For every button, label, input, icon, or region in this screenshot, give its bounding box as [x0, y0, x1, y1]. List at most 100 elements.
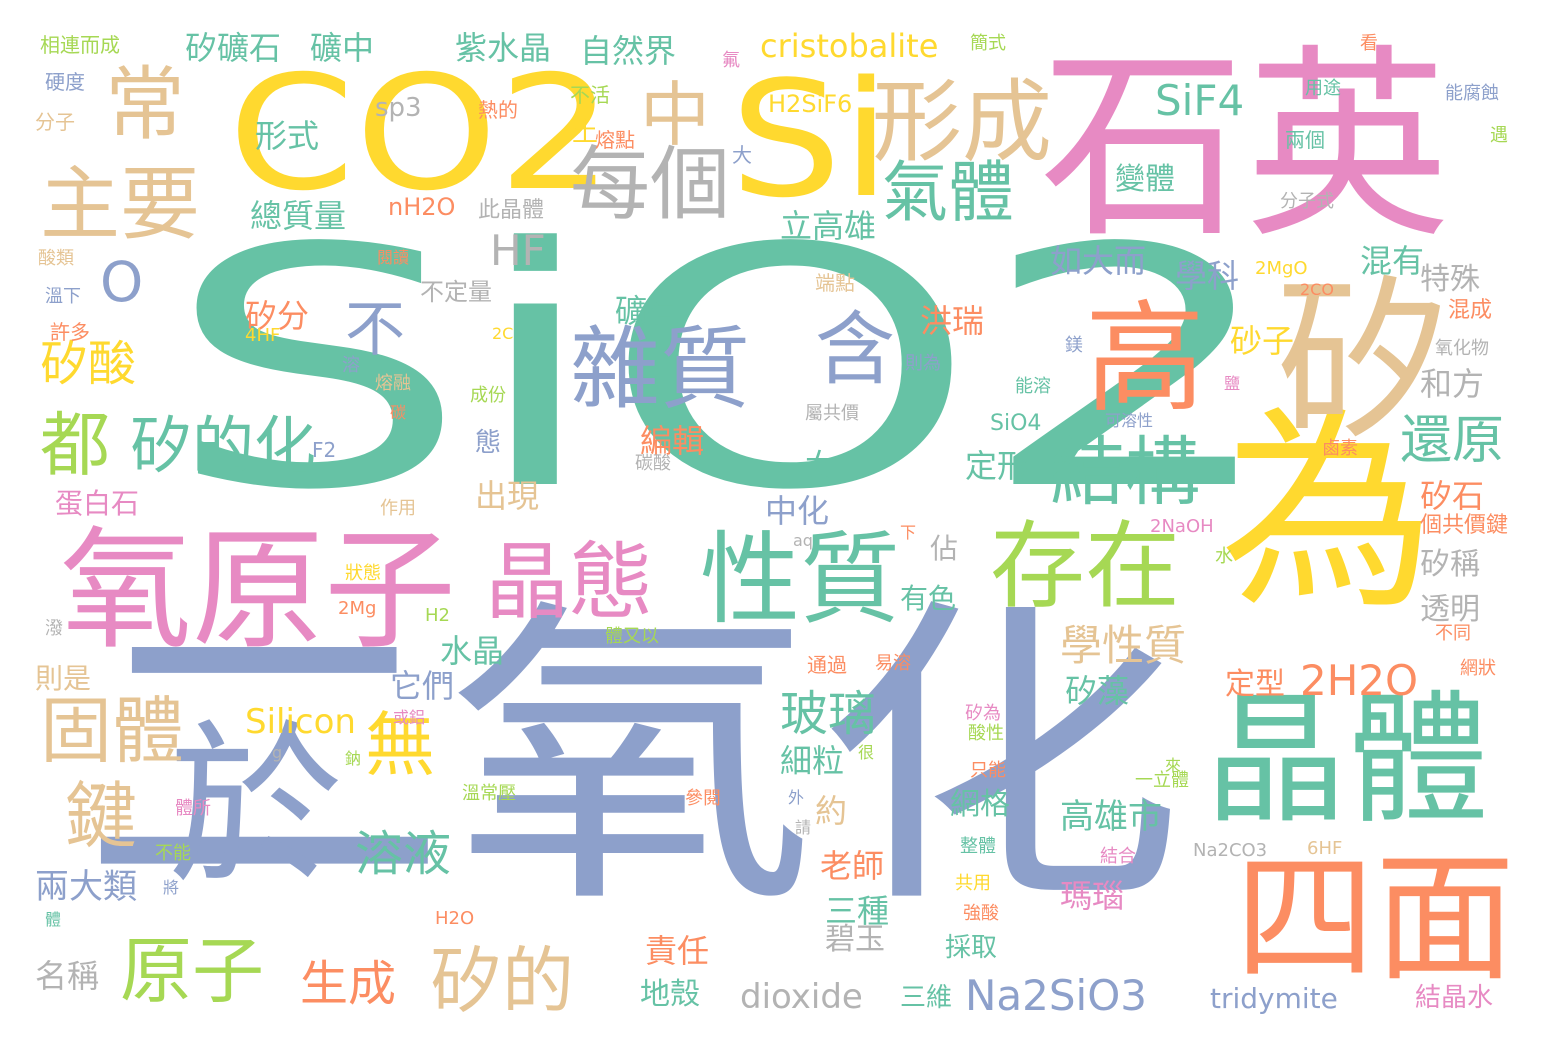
cloud-word: 強酸 — [963, 903, 999, 924]
cloud-word: 簡式 — [970, 33, 1006, 54]
cloud-word: 兩大類 — [35, 867, 137, 907]
cloud-word: 四面 — [1235, 838, 1516, 1001]
cloud-word: 氟 — [719, 50, 740, 68]
cloud-word: tridymite — [1210, 982, 1338, 1015]
cloud-word: 矽的化 — [130, 409, 317, 482]
cloud-word: 瑪瑙 — [1060, 877, 1125, 915]
cloud-word: 閱讀 — [377, 248, 410, 267]
cloud-word: 分子式 — [1280, 191, 1334, 212]
cloud-word: 矽酸 — [40, 336, 137, 392]
cloud-word: 中 — [640, 74, 710, 156]
cloud-word: 有色 — [900, 582, 957, 615]
cloud-word: 不定量 — [420, 278, 492, 306]
cloud-word: 石英 — [1040, 28, 1450, 266]
cloud-word: 2MgO — [1255, 258, 1308, 279]
cloud-word: 鈉 — [342, 750, 361, 766]
cloud-word: 佔 — [930, 532, 959, 565]
cloud-word: 二氧化 — [80, 574, 1184, 946]
cloud-word: 老師 — [820, 847, 885, 885]
cloud-word: 晶體 — [1205, 678, 1489, 843]
cloud-word: dioxide — [740, 977, 863, 1017]
cloud-word: 溫下 — [45, 286, 81, 307]
cloud-word: 鍵 — [65, 774, 138, 858]
cloud-word: 玻璃 — [780, 686, 877, 742]
cloud-word: 變體 — [1115, 162, 1175, 197]
cloud-word: 土 — [572, 118, 599, 148]
cloud-word: 學科 — [1175, 257, 1240, 295]
cloud-word: nH2O — [388, 193, 456, 221]
cloud-word: 形式 — [255, 117, 320, 155]
cloud-word: SiO4 — [990, 411, 1042, 436]
cloud-word: 約 — [815, 792, 848, 830]
cloud-word: 洪瑞 — [920, 302, 985, 340]
cloud-word: 碧玉 — [825, 922, 885, 957]
cloud-word: 不活 — [570, 83, 610, 107]
cloud-word: 4HF — [245, 325, 281, 346]
cloud-word: aq — [793, 531, 813, 550]
cloud-word: F2 — [312, 438, 337, 462]
cloud-word: 看 — [1360, 33, 1378, 54]
cloud-word: 矽的 — [430, 939, 575, 1023]
cloud-word: 結晶水 — [1415, 983, 1494, 1013]
cloud-word: 女 — [805, 447, 838, 485]
cloud-word: 許多 — [50, 320, 90, 344]
cloud-word: 個共價鍵 — [1420, 513, 1509, 538]
cloud-word: 自然界 — [580, 32, 677, 70]
cloud-word: g — [272, 743, 283, 762]
cloud-word: 立高雄 — [780, 207, 877, 245]
cloud-word: Si — [730, 46, 891, 233]
cloud-word: 體 — [45, 910, 62, 929]
cloud-word: 酸類 — [38, 248, 74, 269]
cloud-word: 含 — [815, 303, 895, 396]
cloud-word: 共用 — [955, 873, 991, 894]
cloud-word: Na2SiO3 — [965, 971, 1147, 1020]
cloud-word: 端點 — [815, 271, 855, 295]
cloud-word: 定形 — [965, 447, 1030, 485]
cloud-word: 學性質 — [1060, 621, 1187, 670]
cloud-word: 細粒 — [780, 742, 845, 780]
cloud-word: 此晶體 — [478, 198, 545, 223]
cloud-word: 晶態 — [485, 533, 654, 631]
cloud-word: 地殼 — [640, 977, 700, 1012]
cloud-word: 混成 — [1448, 298, 1493, 323]
cloud-word: 水 — [1215, 546, 1233, 567]
cloud-word: 整體 — [960, 836, 996, 857]
cloud-word: 雜質 — [570, 317, 750, 422]
cloud-word: 請 — [795, 818, 812, 837]
cloud-word: 體所 — [175, 798, 211, 819]
cloud-word: SiO2 — [165, 178, 1283, 562]
cloud-word: H2O — [435, 908, 475, 929]
cloud-word: 熔點 — [595, 128, 635, 152]
cloud-word: 體又以 — [605, 626, 659, 647]
cloud-word: 作用 — [380, 498, 416, 519]
cloud-word: 狀態 — [345, 563, 381, 584]
cloud-word: 矽分 — [245, 297, 310, 335]
cloud-word: 用途 — [1305, 78, 1341, 99]
cloud-word: 2CO — [1300, 280, 1334, 299]
cloud-word: HF — [490, 226, 546, 275]
cloud-word: 下 — [900, 523, 917, 542]
cloud-word: 為 — [1220, 387, 1435, 638]
cloud-word: sp3 — [375, 93, 422, 123]
cloud-word: 熔融 — [375, 373, 411, 394]
cloud-word: 高雄市 — [1060, 797, 1162, 837]
cloud-word: 網狀 — [1460, 658, 1496, 679]
cloud-word: 存在 — [990, 512, 1181, 622]
cloud-word: 碳 — [390, 403, 407, 422]
cloud-word: Silicon — [245, 702, 356, 742]
cloud-word: 碳酸 — [635, 453, 671, 474]
cloud-word: 硬度 — [45, 70, 85, 94]
cloud-word: 鹽 — [1221, 375, 1240, 391]
cloud-word: 潑 — [45, 618, 63, 639]
cloud-word: 責任 — [645, 932, 710, 970]
cloud-word: 參閱 — [685, 788, 721, 809]
cloud-word: 熱的 — [478, 98, 518, 122]
cloud-word: 每個 — [570, 138, 730, 231]
cloud-word: 矽為 — [965, 703, 1001, 724]
cloud-word: 和方 — [1420, 365, 1485, 403]
cloud-word: 常 — [105, 58, 185, 151]
cloud-word: 氧原子 — [60, 514, 456, 668]
cloud-word: 高 — [1085, 290, 1205, 429]
cloud-word: 氣體 — [882, 154, 1014, 231]
